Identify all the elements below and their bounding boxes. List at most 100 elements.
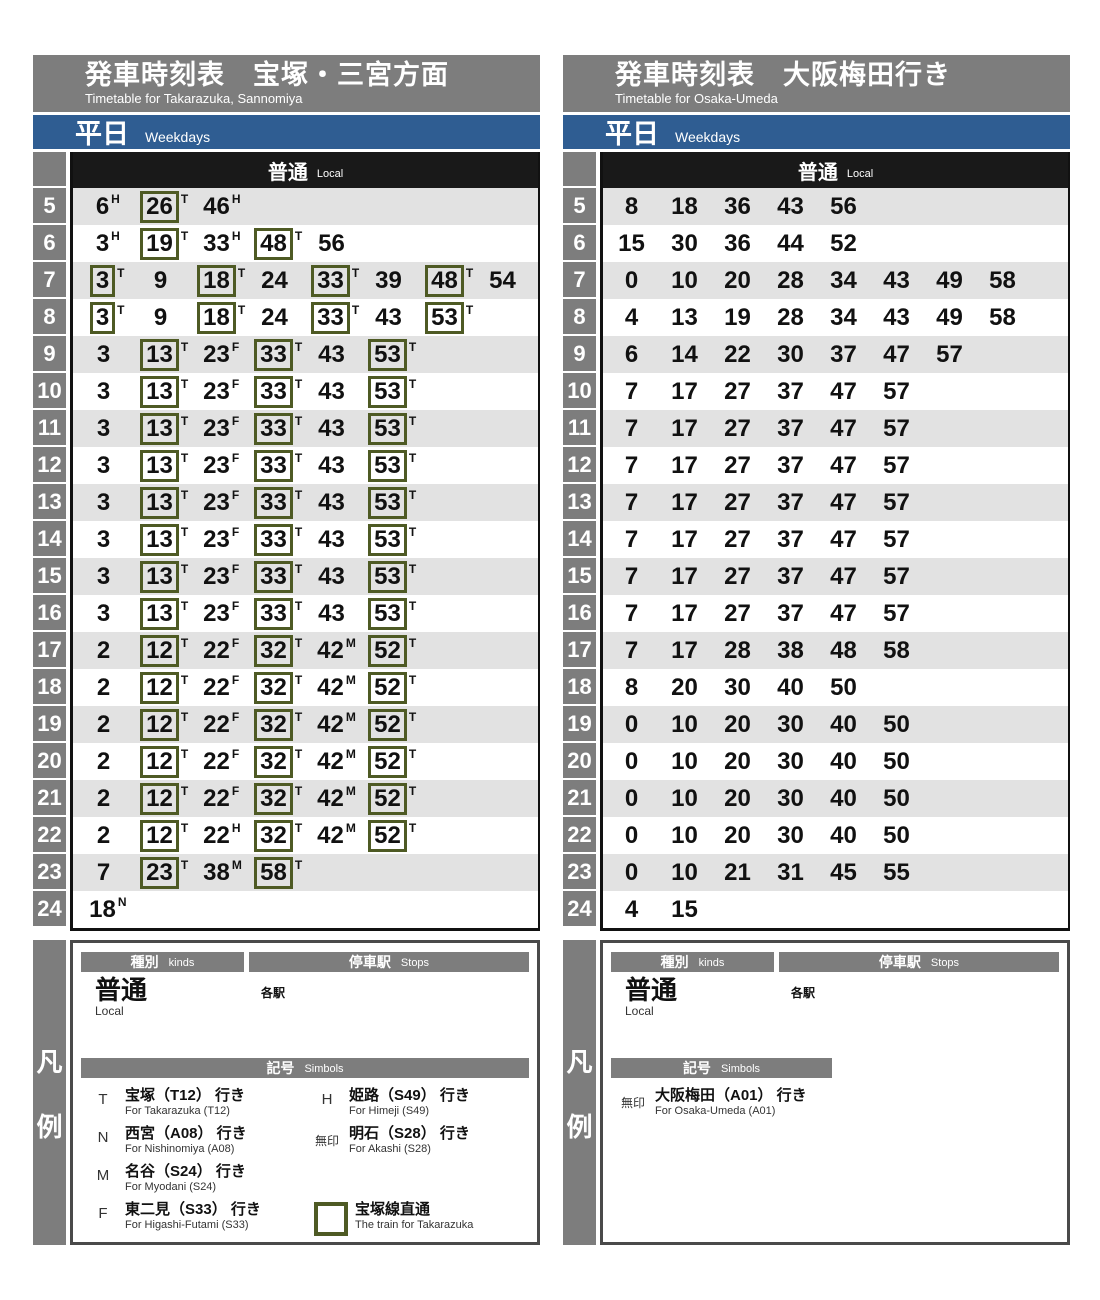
stops-value: 各駅 — [261, 986, 286, 1000]
destination-symbol: T — [180, 339, 189, 354]
minute-value: 47 — [830, 525, 857, 553]
minute-value: 17 — [671, 451, 698, 479]
destination-symbol: H — [111, 191, 120, 206]
destination-symbol: T — [117, 265, 125, 280]
hour-cell: 9 — [33, 336, 66, 371]
time-cell: 50 — [817, 674, 870, 702]
destination-symbol: T — [180, 598, 189, 613]
time-cell: 48 T — [246, 227, 303, 260]
time-cell: 7 — [605, 378, 658, 406]
time-cell: 57 — [870, 415, 923, 443]
minute-value-direct-boxed: 33 — [254, 338, 293, 371]
legend-box: 種別 kinds 停車駅 Stops 普通 Local 各駅 — [70, 940, 540, 1245]
time-cell: 18 N — [75, 895, 132, 924]
time-cell: 13 T — [132, 597, 189, 630]
minute-value: 23 — [203, 488, 230, 516]
minute-value: 47 — [830, 562, 857, 590]
symbol-key: 無印 — [314, 1134, 339, 1149]
time-cell: 57 — [870, 526, 923, 554]
minute-value-direct-boxed: 13 — [140, 523, 179, 556]
time-cell: 27 — [711, 563, 764, 591]
destination-symbol: F — [231, 561, 240, 576]
timetable-row: 7 23 T 38 M 58 T — [73, 854, 538, 891]
minute-value: 2 — [96, 636, 111, 664]
minute-value: 7 — [624, 599, 639, 627]
minute-value: 7 — [624, 525, 639, 553]
time-cell: 57 — [870, 489, 923, 517]
time-cell: 27 — [711, 489, 764, 517]
timetable-row: 7 17 27 37 47 57 — [603, 373, 1068, 410]
destination-symbol: F — [231, 524, 240, 539]
panel-title: 発車時刻表 大阪梅田行き — [615, 59, 951, 90]
legend-symbol-entry: H 姫路（S49） 行き For Himeji (S49) — [305, 1086, 529, 1124]
time-cell: 8 — [605, 674, 658, 702]
destination-symbol: T — [294, 709, 303, 724]
time-cell: 57 — [870, 563, 923, 591]
time-cell: 0 — [605, 267, 658, 295]
minute-value: 6 — [95, 192, 110, 220]
time-cell: 22 F — [189, 710, 246, 739]
table-corner-cell — [563, 152, 596, 186]
time-cell: 47 — [817, 378, 870, 406]
symbol-destination-jp: 大阪梅田（A01） 行き — [655, 1087, 807, 1105]
time-cell: 52 T — [360, 745, 417, 778]
hour-cell: 20 — [563, 743, 596, 778]
minute-value: 43 — [318, 414, 345, 442]
minute-value: 50 — [830, 673, 857, 701]
timetable-row: 6 H 26 T 46 H — [73, 188, 538, 225]
hour-cell: 14 — [33, 521, 66, 556]
time-cell: 52 T — [360, 782, 417, 815]
hour-cell: 16 — [33, 595, 66, 630]
destination-symbol: T — [408, 450, 417, 465]
destination-symbol: T — [408, 783, 417, 798]
time-cell: 2 — [75, 674, 132, 702]
time-cell: 43 — [303, 378, 360, 406]
time-cell: 2 — [75, 785, 132, 813]
timetable: 5 6 7 8 9 10 11 12 13 14 15 16 17 18 19 20 21 22 23 24 普通 L… — [563, 152, 1070, 931]
minute-value: 40 — [830, 784, 857, 812]
destination-symbol: T — [294, 857, 303, 872]
destination-symbol: T — [180, 228, 189, 243]
minute-value: 2 — [96, 673, 111, 701]
minute-value-direct-boxed: 3 — [89, 301, 116, 334]
minute-value: 19 — [724, 303, 751, 331]
timetable-row: 0 10 20 30 40 50 — [603, 706, 1068, 743]
minute-value-direct-boxed: 52 — [368, 819, 407, 852]
destination-symbol: M — [345, 635, 356, 650]
minute-value: 23 — [203, 562, 230, 590]
minute-value-direct-boxed: 13 — [140, 412, 179, 445]
legend-side-bar: 凡 例 — [33, 940, 66, 1245]
weekday-bar: 平日 Weekdays — [563, 115, 1070, 149]
legend-symbol-entry: T 宝塚（T12） 行き For Takarazuka (T12) — [81, 1086, 305, 1124]
symbol-destination-jp: 東二見（S33） 行き — [125, 1201, 261, 1219]
destination-symbol: T — [408, 820, 417, 835]
minute-value: 57 — [936, 340, 963, 368]
minute-value: 7 — [624, 414, 639, 442]
minute-value: 4 — [624, 895, 639, 923]
minute-value: 37 — [777, 488, 804, 516]
minute-value: 56 — [830, 192, 857, 220]
destination-symbol: T — [294, 783, 303, 798]
timetable-row: 7 17 27 37 47 57 — [603, 447, 1068, 484]
kind-row: 普通 Local 各駅 — [611, 976, 1059, 1018]
minute-value: 22 — [203, 821, 230, 849]
symbol-destination-jp: 宝塚線直通 — [355, 1201, 431, 1219]
minute-value: 10 — [671, 784, 698, 812]
symbol-text: 東二見（S33） 行き For Higashi-Futami (S33) — [125, 1201, 261, 1231]
time-cell: 13 — [658, 304, 711, 332]
time-cell: 53 T — [360, 338, 417, 371]
time-cell: 58 — [870, 637, 923, 665]
minute-value: 50 — [883, 710, 910, 738]
timetable-row: 3 13 T 23 F 33 T 43 53 T — [73, 373, 538, 410]
panel-osaka-umeda: 発車時刻表 大阪梅田行き Timetable for Osaka-Umeda 平… — [563, 55, 1070, 1245]
minute-value: 43 — [318, 377, 345, 405]
kinds-sublabel: kinds — [698, 957, 725, 969]
minute-value: 20 — [724, 821, 751, 849]
destination-symbol: T — [180, 783, 189, 798]
hour-cell: 6 — [33, 225, 66, 260]
minute-value: 27 — [724, 414, 751, 442]
minute-value: 50 — [883, 784, 910, 812]
time-cell: 37 — [764, 415, 817, 443]
minute-value-direct-boxed: 32 — [254, 745, 293, 778]
